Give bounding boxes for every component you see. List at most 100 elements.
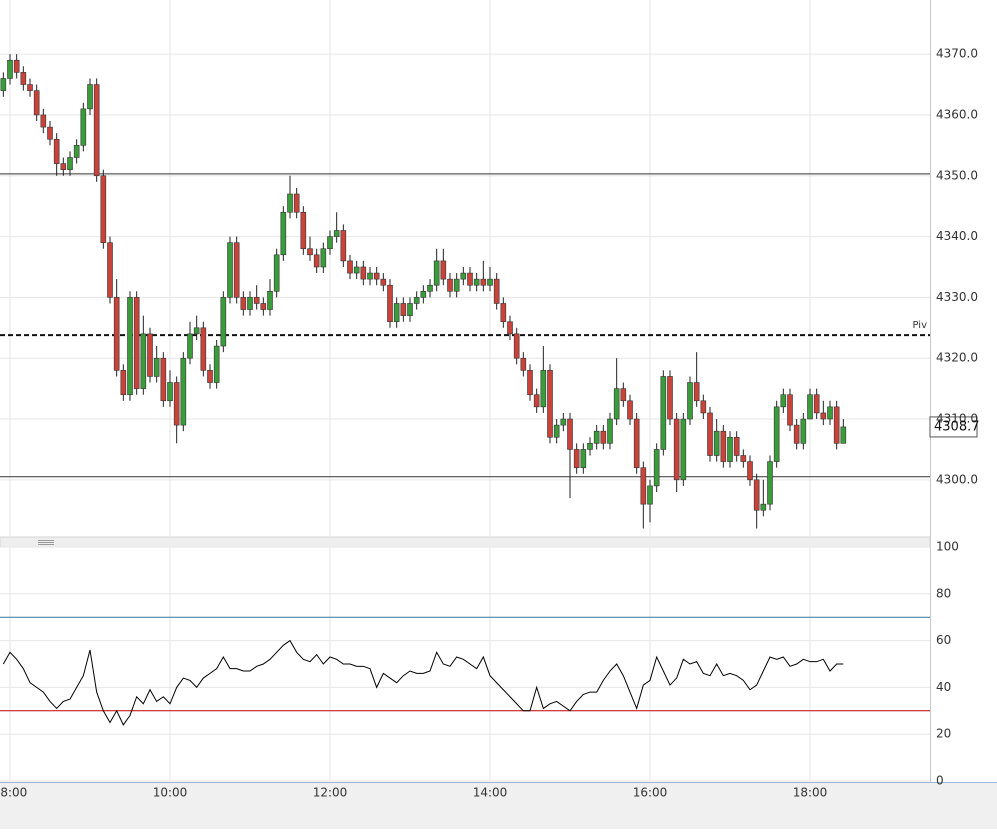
y-tick-label: 0 [936,774,944,788]
candle-body [793,424,800,444]
candle-body [673,418,680,481]
candle-body [133,297,140,389]
candle-body [240,297,247,310]
candle-body [713,430,720,456]
candle-body [187,333,193,359]
y-tick-label: 80 [936,586,951,600]
candle-body [653,449,660,487]
candle-body [40,114,47,128]
candle-body [280,211,287,256]
y-tick-label: 4330.0 [936,290,978,304]
candle-body [613,388,620,420]
candle-body [347,260,353,274]
y-tick-label: 60 [936,633,951,647]
candle-body [840,426,847,444]
candle-body [727,436,733,462]
candle-body [633,418,640,468]
candle-body [173,382,180,426]
candle-body [193,327,200,335]
x-tick-label: 08:00 [0,786,27,800]
y-tick-label: 40 [936,680,951,694]
candle-body [787,394,793,426]
candle-body [20,72,27,85]
candle-body [287,193,293,213]
x-tick-label: 14:00 [473,786,508,800]
candle-body [420,291,427,298]
candle-body [773,406,780,462]
candle-body [733,436,740,456]
y-tick-label: 4360.0 [936,107,978,121]
pane-divider[interactable] [0,536,931,548]
candle-body [353,266,360,274]
candle-body [660,376,667,450]
candle-body [53,138,60,164]
candle-body [380,278,387,286]
candle-body [153,357,160,377]
y-tick-label: 4350.0 [936,168,978,182]
candle-body [580,449,587,468]
y-tick-label: 4320.0 [936,351,978,365]
candle-body [433,260,440,286]
candle-body [160,357,167,402]
candle-body [300,211,307,250]
candle-body [87,84,93,110]
candle-body [407,303,413,316]
candle-body [627,400,633,420]
candle-body [547,370,553,438]
candle-body [740,455,747,462]
candle-body [453,278,460,292]
candle-body [447,278,453,292]
x-tick-label: 18:00 [793,786,828,800]
x-tick-label: 12:00 [313,786,348,800]
candle-body [360,266,367,280]
pivot-label: Piv [912,320,927,331]
candle-body [560,418,567,426]
candle-body [620,388,627,402]
candle-body [340,230,347,262]
candle-body [60,163,67,170]
candle-body [320,248,327,268]
candle-body [120,370,127,395]
y-tick-label: 100 [936,540,959,554]
candle-body [67,157,73,170]
candle-body [607,418,613,444]
divider-grip[interactable] [38,540,54,545]
last-price-box [929,416,978,438]
candle-body [640,467,647,505]
candle-body [313,254,320,268]
x-tick-label: 10:00 [153,786,188,800]
candle-body [213,345,220,383]
last-price-label: 4308.7 [934,419,980,434]
candle-body [720,430,727,462]
candle-body [747,461,753,481]
candle-body [647,485,653,505]
candle-body [127,297,133,395]
y-tick-label: 4310.0 [936,412,978,426]
candle-body [140,333,147,389]
candle-body [33,90,40,116]
candle-body [520,357,527,371]
candle-body [247,297,253,310]
candle-body [487,278,493,286]
candle-body [307,248,313,256]
candle-body [807,394,813,420]
candle-body [693,382,700,402]
y-tick-label: 4340.0 [936,229,978,243]
candle-body [80,108,87,146]
candle-body [227,242,233,298]
x-tick-label: 16:00 [633,786,668,800]
candle-body [327,236,333,250]
candle-body [147,333,153,377]
candle-body [400,303,407,316]
candle-body [493,278,500,304]
marks [0,54,978,726]
candle-body [333,230,340,237]
candle-body [820,412,827,420]
candle-body [667,376,673,420]
candle-body [680,418,687,481]
y-tick-label: 4370.0 [936,47,978,61]
rsi-line [2,639,844,726]
candle-body [367,272,373,280]
candle-body [0,78,7,91]
